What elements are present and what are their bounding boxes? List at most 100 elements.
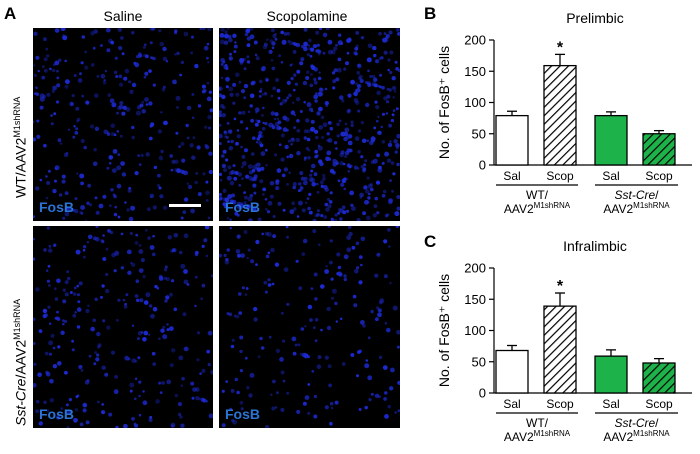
fosb-cell: [180, 141, 185, 146]
fosb-cell: [54, 28, 60, 33]
fosb-cell: [307, 383, 311, 386]
fosb-cell: [384, 151, 390, 157]
fosb-cell: [52, 68, 56, 73]
fosb-cell: [327, 204, 332, 209]
fosb-cell: [60, 28, 66, 32]
fosb-cell: [367, 43, 373, 49]
fosb-cell: [121, 111, 126, 116]
fosb-cell: [111, 102, 117, 108]
fosb-cell: [275, 186, 280, 191]
fosb-cell: [163, 120, 168, 126]
fosb-cell: [384, 391, 388, 395]
fosb-cell: [319, 180, 324, 185]
fosb-cell: [372, 158, 378, 164]
fosb-cell: [223, 40, 229, 45]
fosb-cell: [379, 85, 383, 89]
fosb-cell: [252, 164, 258, 170]
fosb-cell: [208, 169, 213, 175]
fosb-cell: [378, 355, 383, 360]
fosb-cell: [307, 156, 311, 160]
fosb-cell: [131, 82, 137, 88]
fosb-cell: [354, 136, 360, 141]
fosb-cell: [320, 284, 325, 289]
fosb-cell: [296, 119, 300, 123]
fosb-cell: [282, 208, 286, 212]
fosb-cell: [57, 361, 62, 366]
fosb-cell: [79, 72, 82, 76]
fosb-cell: [323, 184, 328, 190]
fosb-cell: [94, 351, 97, 354]
fosb-cell: [356, 88, 361, 93]
fosb-cell: [313, 80, 318, 85]
fosb-cell: [271, 41, 276, 46]
fosb-cell: [66, 409, 72, 414]
fosb-cell: [112, 193, 116, 196]
fosb-cell: [305, 146, 310, 151]
fosb-cell: [243, 201, 247, 205]
fosb-cell: [249, 28, 254, 31]
fosb-cell: [33, 362, 37, 366]
fosb-cell: [288, 93, 292, 98]
fosb-cell: [316, 364, 322, 369]
fosb-cell: [386, 158, 392, 163]
fosb-cell: [124, 355, 130, 361]
fosb-cell: [236, 134, 241, 139]
fosb-cell: [85, 100, 90, 105]
fosb-cell: [372, 213, 377, 218]
fosb-cell: [45, 372, 51, 377]
fosb-cell: [392, 305, 398, 311]
fosb-cell: [249, 93, 255, 99]
fosb-cell: [324, 202, 329, 207]
fosb-cell: [192, 387, 197, 392]
fosb-cell: [108, 155, 114, 160]
fosb-cell: [271, 46, 275, 49]
fosb-cell: [82, 248, 86, 252]
fosb-cell: [329, 239, 333, 243]
fosb-cell: [123, 76, 128, 81]
fosb-cell: [157, 173, 161, 178]
fosb-cell: [103, 129, 108, 135]
fosb-cell: [138, 243, 142, 247]
fosb-cell: [387, 58, 391, 62]
fosb-cell: [367, 375, 373, 381]
fosb-cell: [329, 421, 333, 426]
fosb-cell: [65, 151, 69, 155]
fosb-cell: [229, 180, 235, 186]
fosb-cell: [129, 389, 133, 393]
fosb-cell: [62, 34, 65, 37]
fosb-cell: [235, 92, 240, 97]
fosb-cell: [240, 253, 245, 258]
fosb-cell: [34, 91, 39, 96]
fosb-cell: [386, 87, 390, 91]
fosb-cell: [298, 182, 302, 186]
fosb-cell: [152, 56, 156, 61]
fosb-cell: [222, 197, 227, 202]
fosb-cell: [306, 53, 310, 57]
fosb-cell: [274, 112, 279, 117]
fosb-cell: [260, 166, 265, 171]
fosb-cell: [137, 52, 142, 56]
fosb-cell: [322, 122, 328, 128]
fosb-cell: [388, 245, 391, 248]
fosb-cell: [163, 276, 168, 280]
fosb-cell: [46, 92, 51, 97]
fosb-cell: [380, 125, 383, 129]
fosb-cell: [120, 232, 124, 236]
fosb-cell: [180, 60, 185, 65]
fosb-cell: [309, 173, 313, 177]
fosb-cell: [311, 163, 316, 169]
fosb-cell: [322, 177, 326, 181]
fosb-cell: [387, 68, 390, 72]
panel-letter-b: B: [424, 4, 437, 23]
fosb-cell: [353, 165, 358, 170]
fosb-cell: [310, 73, 313, 76]
fosb-cell: [194, 304, 197, 308]
fosb-cell: [285, 226, 289, 229]
fosb-cell: [270, 247, 275, 253]
fosb-cell: [304, 395, 310, 400]
fosb-cell: [178, 355, 184, 361]
fosb-cell: [47, 169, 51, 173]
fosb-cell: [131, 324, 135, 327]
fosb-cell: [306, 102, 312, 108]
fosb-cell: [394, 60, 398, 64]
